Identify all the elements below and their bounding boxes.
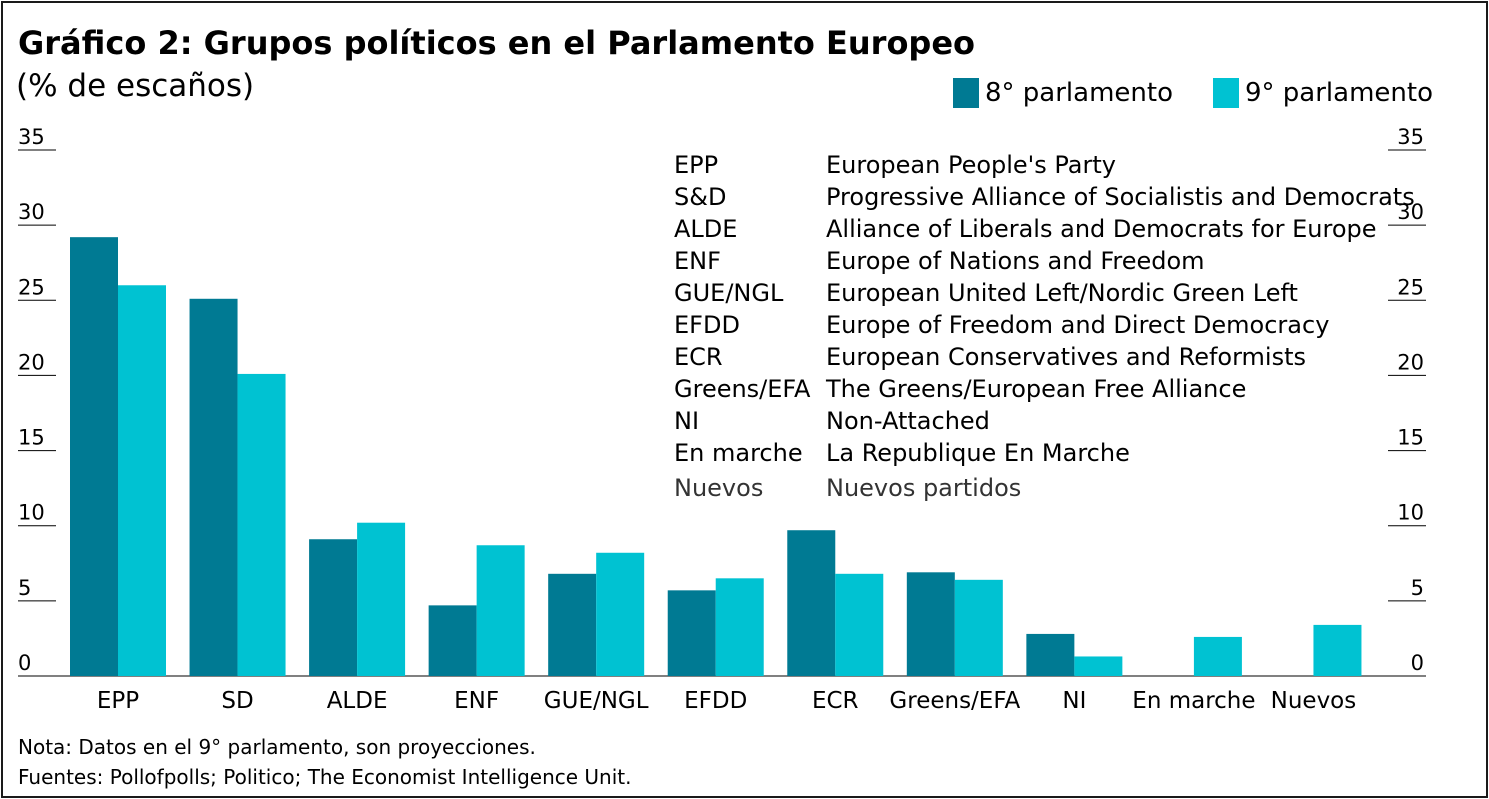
y-tick-label-left: 10 — [18, 501, 45, 525]
bar-8-parlamento — [667, 590, 716, 676]
glossary-abbr: Nuevos — [674, 474, 763, 502]
bar-9-parlamento — [954, 579, 1003, 676]
glossary-abbr: S&D — [674, 183, 726, 211]
x-tick-label: ENF — [454, 688, 499, 714]
glossary-full: Non-Attached — [826, 407, 990, 435]
bar-9-parlamento — [118, 285, 166, 676]
y-tick-label-right: 20 — [1397, 350, 1424, 374]
y-tick-label-left: 20 — [18, 350, 45, 374]
glossary-abbr: En marche — [674, 439, 803, 467]
y-tick-label-right: 35 — [1397, 125, 1424, 149]
bar-9-parlamento — [237, 373, 286, 676]
y-tick-label-left: 25 — [18, 275, 45, 299]
glossary-abbr: ENF — [674, 247, 721, 275]
y-tick-label-right: 15 — [1397, 426, 1424, 450]
bar-9-parlamento — [835, 573, 884, 676]
bar-9-parlamento — [1074, 656, 1123, 676]
x-tick-label: GUE/NGL — [544, 688, 649, 714]
chart-title: Gráfico 2: Grupos políticos en el Parlam… — [18, 24, 976, 62]
y-tick-label-left: 0 — [18, 651, 31, 675]
y-tick-label-right: 0 — [1411, 651, 1424, 675]
bar-8-parlamento — [189, 298, 238, 676]
glossary-full: The Greens/European Free Alliance — [825, 375, 1246, 403]
y-tick-label-left: 5 — [18, 576, 31, 600]
bar-chart: 0 0 5 5 10 10 15 15 20 20 25 25 30 30 35 35 EPP SD ALDE ENF… — [18, 125, 1426, 714]
x-tick-label: Greens/EFA — [889, 688, 1020, 714]
y-tick-label-right: 30 — [1397, 200, 1424, 224]
x-tick-label: SD — [221, 688, 253, 714]
legend-label-9: 9° parlamento — [1245, 78, 1433, 108]
bar-9-parlamento — [1313, 624, 1362, 676]
glossary-abbr: ALDE — [674, 215, 737, 243]
glossary-abbr: ECR — [674, 343, 723, 371]
bar-8-parlamento — [548, 573, 597, 676]
legend-swatch-8 — [953, 78, 979, 108]
bar-9-parlamento — [596, 552, 645, 676]
glossary-full: Europe of Nations and Freedom — [826, 247, 1205, 275]
glossary-full: European United Left/Nordic Green Left — [826, 279, 1298, 307]
bar-8-parlamento — [906, 572, 955, 676]
glossary-abbr: GUE/NGL — [674, 279, 784, 307]
glossary-abbr: EPP — [674, 151, 718, 179]
glossary-full: La Republique En Marche — [826, 439, 1130, 467]
x-tick-label: En marche — [1132, 688, 1255, 714]
bar-9-parlamento — [476, 545, 525, 676]
chart-legend: 8° parlamento 9° parlamento — [913, 78, 1433, 108]
glossary-full: European Conservatives and Reformists — [826, 343, 1306, 371]
bar-8-parlamento — [1026, 633, 1075, 676]
legend-item-9: 9° parlamento — [1213, 78, 1433, 108]
glossary-full: Alliance of Liberals and Democrats for E… — [826, 215, 1377, 243]
x-tick-label: EFDD — [684, 688, 747, 714]
legend-label-8: 8° parlamento — [985, 78, 1173, 108]
chart-sources: Fuentes: Pollofpolls; Politico; The Econ… — [18, 765, 632, 789]
bar-9-parlamento — [357, 522, 406, 676]
bar-8-parlamento — [70, 237, 118, 676]
x-tick-label: ECR — [812, 688, 859, 714]
glossary-full: Progressive Alliance of Socialistis and … — [826, 183, 1415, 211]
y-tick-label-left: 15 — [18, 426, 45, 450]
y-tick-label-right: 10 — [1397, 501, 1424, 525]
bar-8-parlamento — [309, 539, 358, 676]
x-tick-label: ALDE — [327, 688, 388, 714]
chart-subtitle: (% de escaños) — [16, 68, 255, 104]
bar-8-parlamento — [787, 530, 836, 676]
glossary-abbr: NI — [674, 407, 699, 435]
glossary-full: Europe of Freedom and Direct Democracy — [826, 311, 1329, 339]
glossary-abbr: Greens/EFA — [674, 375, 811, 403]
legend-item-8: 8° parlamento — [953, 78, 1173, 108]
glossary-abbr: EFDD — [674, 311, 740, 339]
glossary-full: Nuevos partidos — [826, 474, 1021, 502]
bar-9-parlamento — [1193, 636, 1242, 676]
x-tick-label: Nuevos — [1271, 688, 1357, 714]
y-tick-label-left: 35 — [18, 125, 45, 149]
y-tick-label-right: 5 — [1411, 576, 1424, 600]
y-tick-label-right: 25 — [1397, 275, 1424, 299]
legend-swatch-9 — [1213, 78, 1239, 108]
x-tick-label: NI — [1062, 688, 1086, 714]
y-tick-label-left: 30 — [18, 200, 45, 224]
x-tick-label: EPP — [97, 688, 139, 714]
bar-8-parlamento — [428, 605, 477, 676]
glossary-full: European People's Party — [826, 151, 1116, 179]
chart-note: Nota: Datos en el 9° parlamento, son pro… — [18, 735, 536, 759]
bar-9-parlamento — [715, 578, 764, 676]
